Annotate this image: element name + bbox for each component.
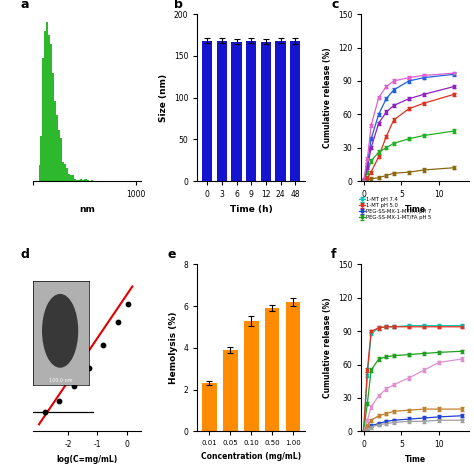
- Bar: [52, 73, 54, 181]
- Bar: [64, 164, 66, 181]
- Bar: [275, 41, 286, 181]
- Bar: [265, 308, 279, 431]
- Bar: [45, 31, 46, 181]
- Bar: [56, 115, 58, 181]
- Bar: [46, 22, 48, 181]
- Bar: [261, 42, 271, 181]
- Bar: [74, 179, 76, 181]
- Bar: [83, 179, 85, 181]
- Y-axis label: Cumulative release (%): Cumulative release (%): [323, 47, 332, 148]
- Bar: [87, 180, 90, 181]
- Point: [41, 408, 49, 416]
- X-axis label: Concentration (mg/mL): Concentration (mg/mL): [201, 452, 301, 461]
- Bar: [223, 350, 237, 431]
- Bar: [66, 168, 68, 181]
- Text: e: e: [167, 248, 175, 261]
- Point: [100, 341, 107, 349]
- Point: [124, 300, 132, 308]
- Bar: [290, 41, 301, 181]
- Text: f: f: [331, 248, 337, 261]
- Bar: [40, 137, 43, 181]
- Bar: [68, 174, 70, 181]
- Bar: [246, 41, 256, 181]
- Point: [85, 365, 92, 372]
- Y-axis label: Cumulative release (%): Cumulative release (%): [323, 298, 332, 398]
- Bar: [43, 58, 45, 181]
- Bar: [38, 165, 40, 181]
- Bar: [54, 100, 56, 181]
- Bar: [50, 44, 52, 181]
- Bar: [85, 179, 87, 181]
- Bar: [60, 137, 62, 181]
- Bar: [78, 180, 80, 181]
- Text: b: b: [173, 0, 182, 10]
- Bar: [62, 162, 64, 181]
- Bar: [286, 302, 301, 431]
- Bar: [82, 180, 83, 181]
- Y-axis label: Hemolysis (%): Hemolysis (%): [169, 312, 178, 384]
- Bar: [202, 383, 217, 431]
- X-axis label: Time: Time: [405, 455, 426, 464]
- Point: [114, 318, 121, 325]
- Point: [70, 382, 78, 390]
- X-axis label: nm: nm: [79, 205, 95, 214]
- Bar: [80, 179, 82, 181]
- Text: a: a: [20, 0, 29, 10]
- Bar: [217, 41, 227, 181]
- X-axis label: Time (h): Time (h): [230, 205, 273, 214]
- Bar: [72, 175, 74, 181]
- Bar: [76, 180, 78, 181]
- Bar: [48, 36, 50, 181]
- Text: c: c: [331, 0, 338, 10]
- Bar: [202, 41, 212, 181]
- X-axis label: log(C=mg/mL): log(C=mg/mL): [56, 455, 118, 464]
- Point: [55, 397, 63, 404]
- X-axis label: Time: Time: [405, 205, 426, 214]
- Bar: [58, 130, 60, 181]
- Bar: [231, 42, 242, 181]
- Bar: [244, 321, 258, 431]
- Bar: [70, 175, 72, 181]
- Text: d: d: [20, 248, 29, 261]
- Legend: 1-MT pH 7.4, 1-MT pH 5.0, PEG-SS-MX-1-MT/FA pH 7, PEG-SS-MX-1-MT/FA pH 5: 1-MT pH 7.4, 1-MT pH 5.0, PEG-SS-MX-1-MT…: [358, 197, 432, 220]
- Y-axis label: Size (nm): Size (nm): [159, 73, 168, 122]
